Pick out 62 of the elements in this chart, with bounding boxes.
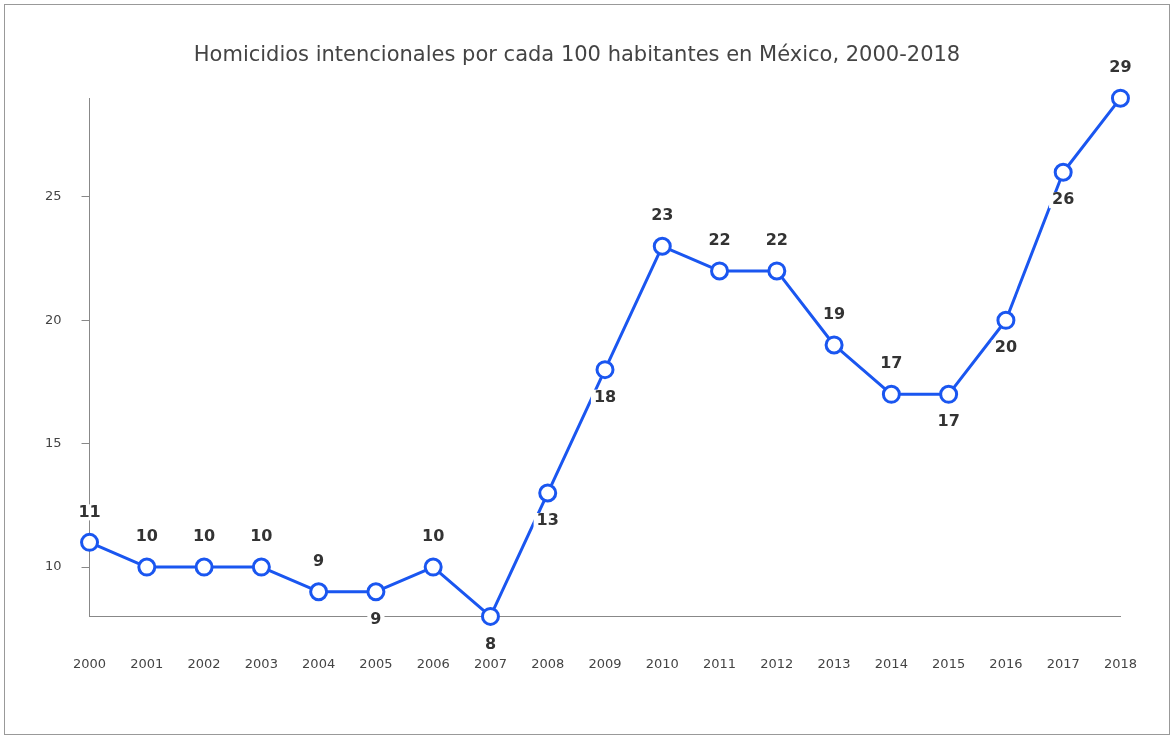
data-label: 18 <box>593 386 617 406</box>
x-tick-label: 2003 <box>244 655 278 671</box>
data-label: 10 <box>250 526 273 546</box>
point <box>595 360 615 380</box>
point <box>423 557 443 577</box>
data-label: 17 <box>880 353 903 373</box>
data-label: 8 <box>484 633 497 653</box>
point <box>939 384 959 404</box>
x-tick-label: 2008 <box>531 655 565 671</box>
data-label: 29 <box>1109 57 1132 77</box>
point <box>538 483 558 503</box>
data-label: 17 <box>937 411 960 431</box>
data-label: 9 <box>313 550 325 570</box>
x-tick-label: 2013 <box>817 655 851 671</box>
x-tick-label: 2010 <box>645 655 679 671</box>
point <box>194 557 214 577</box>
point <box>881 384 901 404</box>
data-label: 22 <box>765 230 788 250</box>
x-tick-label: 2012 <box>760 655 794 671</box>
point <box>309 582 329 602</box>
y-tick-label: 15 <box>45 435 62 451</box>
data-label: 10 <box>192 526 216 546</box>
point <box>251 557 271 577</box>
data-label: 19 <box>822 304 846 324</box>
x-tick-label: 2011 <box>703 655 737 671</box>
y-tick-label: 10 <box>45 558 62 574</box>
x-tick-label: 2001 <box>130 655 164 671</box>
point <box>652 236 672 256</box>
x-tick-label: 2002 <box>187 655 221 671</box>
point <box>1053 162 1073 182</box>
x-tick-label: 2000 <box>73 655 107 671</box>
point <box>480 606 500 626</box>
data-label: 22 <box>708 230 731 250</box>
x-tick-label: 2009 <box>588 655 622 671</box>
data-label: 20 <box>994 337 1018 357</box>
data-label: 26 <box>1052 189 1075 209</box>
x-tick-label: 2017 <box>1046 655 1080 671</box>
point <box>824 335 844 355</box>
point <box>996 310 1016 330</box>
y-tick-label: 20 <box>45 311 62 327</box>
x-tick-label: 2015 <box>932 655 966 671</box>
point <box>80 532 100 552</box>
x-tick-label: 2014 <box>874 655 908 671</box>
data-label: 10 <box>135 526 158 546</box>
x-tick-label: 2018 <box>1103 655 1137 671</box>
y-tick-label: 25 <box>45 188 62 204</box>
point <box>366 582 386 602</box>
point <box>767 261 787 281</box>
data-label: 23 <box>651 205 674 225</box>
x-tick-label: 2004 <box>302 655 336 671</box>
point <box>1110 88 1130 108</box>
x-tick-label: 2005 <box>359 655 393 671</box>
x-tick-label: 2007 <box>473 655 507 671</box>
chart-title: Homicidios intencionales por cada 100 habitantes en México, 2000-2018 <box>193 42 961 67</box>
data-label: 11 <box>78 501 101 521</box>
data-label: 9 <box>370 608 382 628</box>
x-tick-label: 2016 <box>989 655 1023 671</box>
point <box>710 261 730 281</box>
data-label: 13 <box>536 510 559 530</box>
data-label: 10 <box>422 526 445 546</box>
point <box>137 557 157 577</box>
x-tick-label: 2006 <box>416 655 450 671</box>
